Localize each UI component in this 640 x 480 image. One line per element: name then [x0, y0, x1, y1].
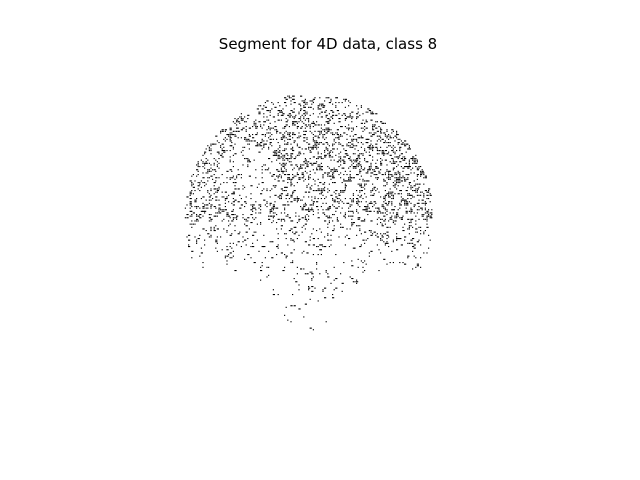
- segmentation-mask-image: [184, 95, 433, 331]
- figure-title: Segment for 4D data, class 8: [218, 35, 438, 53]
